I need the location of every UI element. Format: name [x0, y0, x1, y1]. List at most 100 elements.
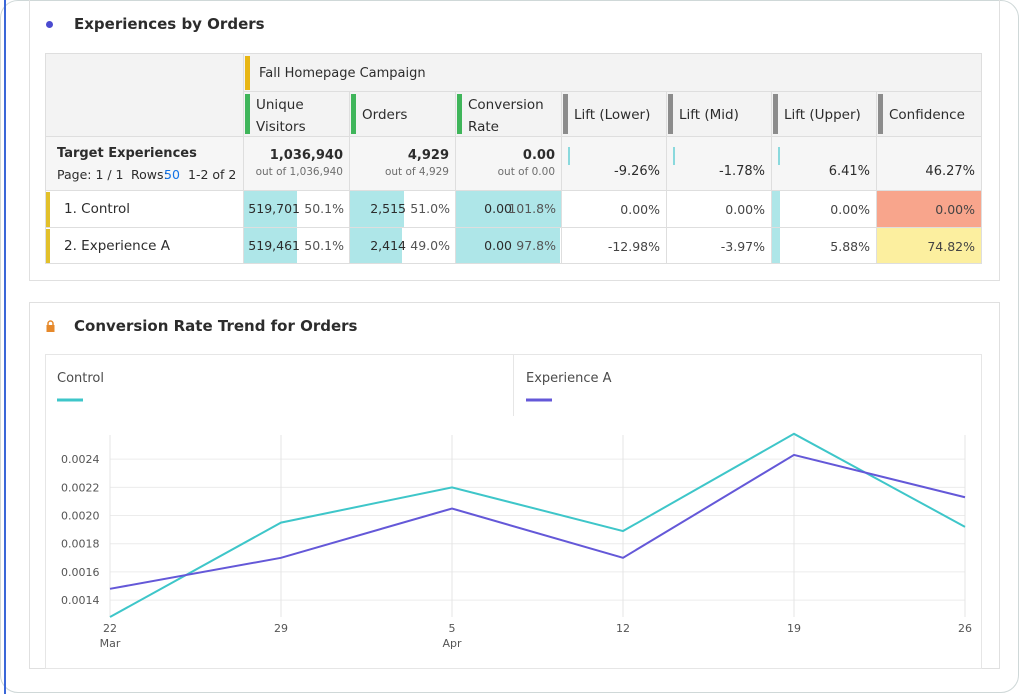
- y-tick-label: 0.0022: [61, 481, 100, 494]
- column-strip: [351, 94, 356, 134]
- totals-cell: -9.26%: [562, 137, 667, 191]
- campaign-label: Fall Homepage Campaign: [259, 66, 426, 81]
- column-header: Confidence: [877, 92, 982, 137]
- data-cell: 2,414 49.0%: [350, 228, 456, 264]
- cell-value: 0.00: [484, 238, 512, 253]
- rows-select[interactable]: 50: [164, 167, 180, 182]
- row-label: 1. Control: [64, 201, 130, 217]
- data-cell: 519,701 50.1%: [244, 191, 350, 228]
- total-value: 4,929: [407, 148, 449, 163]
- cell-share: 97.8%: [516, 238, 556, 253]
- data-cell: 74.82%: [877, 228, 982, 264]
- share-bar: [244, 228, 298, 263]
- column-strip: [245, 94, 250, 134]
- column-label: Orders: [362, 107, 408, 123]
- legend-label: Control: [57, 371, 104, 386]
- cell-share: 101.8%: [508, 201, 556, 216]
- cell-share: 49.0%: [410, 238, 450, 253]
- lift-glyph: [772, 191, 780, 227]
- total-value: 46.27%: [925, 164, 975, 179]
- data-cell: 0.00%: [562, 191, 667, 228]
- y-tick-label: 0.0018: [61, 538, 100, 551]
- column-strip: [878, 94, 883, 134]
- cell-value: 2,515: [370, 201, 406, 216]
- cell-value: 0.00%: [725, 202, 765, 217]
- row-label-cell: 1. Control: [46, 191, 244, 228]
- page-label: Page: 1 / 1: [57, 167, 124, 182]
- table-panel: [29, 0, 1000, 281]
- share-bar: [350, 191, 405, 227]
- cell-value: 0.00%: [830, 202, 870, 217]
- cell-value: -12.98%: [607, 239, 660, 254]
- cell-value: 5.88%: [830, 239, 870, 254]
- column-label: Unique Visitors: [256, 97, 306, 135]
- totals-cell: 4,929 out of 4,929: [350, 137, 456, 191]
- data-cell: 0.00%: [877, 191, 982, 228]
- campaign-strip: [245, 56, 250, 90]
- data-cell: 2,515 51.0%: [350, 191, 456, 228]
- range-label: 1-2 of 2: [188, 167, 237, 182]
- lock-icon: [46, 320, 55, 332]
- data-cell: 0.00%: [772, 191, 877, 228]
- dimension-label: Target Experiences: [57, 146, 197, 161]
- cell-share: 50.1%: [304, 238, 344, 253]
- panel-dot: [46, 21, 53, 28]
- row-label: 2. Experience A: [64, 238, 170, 254]
- total-value: 1,036,940: [269, 148, 343, 163]
- lift-glyph: [778, 147, 780, 165]
- series-line: [109, 453, 966, 590]
- cell-share: 50.1%: [304, 201, 344, 216]
- column-header: Conversion Rate: [456, 92, 562, 137]
- column-header: Unique Visitors: [244, 92, 350, 137]
- data-cell: 0.00 101.8%: [456, 191, 562, 228]
- data-cell: 0.00%: [667, 191, 772, 228]
- total-sub: out of 0.00: [497, 166, 555, 178]
- column-strip: [457, 94, 462, 134]
- cell-value: 74.82%: [927, 239, 975, 254]
- cell-value: -3.97%: [720, 239, 765, 254]
- column-strip: [773, 94, 778, 134]
- column-header: Lift (Lower): [562, 92, 667, 137]
- x-tick-label: 19: [787, 622, 801, 635]
- lift-glyph: [568, 147, 570, 165]
- totals-cell: 6.41%: [772, 137, 877, 191]
- y-tick-label: 0.0016: [61, 566, 100, 579]
- row-strip: [46, 229, 50, 263]
- column-strip: [668, 94, 673, 134]
- cell-share: 51.0%: [410, 201, 450, 216]
- share-bar: [350, 228, 402, 263]
- table: Fall Homepage Campaign Unique Visitors Ord…: [45, 53, 982, 264]
- cell-value: 0.00%: [935, 202, 975, 217]
- legend-divider: [513, 354, 514, 416]
- totals-cell: 1,036,940 out of 1,036,940: [244, 137, 350, 191]
- y-tick-label: 0.0024: [61, 453, 100, 466]
- x-tick-label: 5 Apr: [442, 622, 462, 650]
- row-strip: [46, 192, 50, 227]
- row-label-cell: 2. Experience A: [46, 228, 244, 264]
- column-label: Lift (Mid): [679, 107, 739, 123]
- column-label: Conversion Rate: [468, 97, 544, 135]
- x-tick-label: 26: [958, 622, 972, 635]
- lift-glyph: [673, 147, 675, 165]
- rows-label: Rows:: [131, 167, 168, 182]
- campaign-header: Fall Homepage Campaign: [244, 54, 982, 92]
- data-cell: -3.97%: [667, 228, 772, 264]
- total-value: -1.78%: [719, 164, 765, 179]
- legend-label: Experience A: [526, 371, 612, 386]
- totals-label-cell: Target Experiences Page: 1 / 1 Rows: 50 1-2 …: [46, 137, 244, 191]
- data-cell: 519,461 50.1%: [244, 228, 350, 264]
- column-label: Confidence: [889, 107, 965, 123]
- series-line: [109, 432, 966, 618]
- data-cell: 5.88%: [772, 228, 877, 264]
- total-sub: out of 4,929: [384, 166, 449, 178]
- cell-value: 0.00%: [620, 202, 660, 217]
- cell-value: 0.00: [484, 201, 512, 216]
- left-accent: [4, 0, 6, 694]
- column-header: Lift (Mid): [667, 92, 772, 137]
- data-cell: -12.98%: [562, 228, 667, 264]
- share-bar: [244, 191, 298, 227]
- cell-value: 2,414: [370, 238, 406, 253]
